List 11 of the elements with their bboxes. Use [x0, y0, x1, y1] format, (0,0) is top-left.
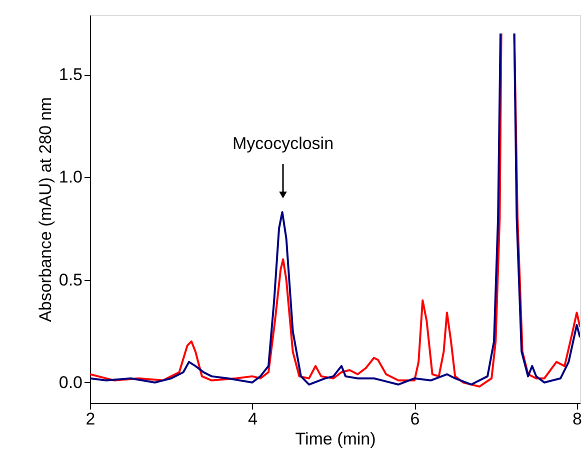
- x-tick-label: 4: [248, 410, 258, 428]
- x-axis-title: Time (min): [295, 430, 376, 448]
- annotation: Mycocyclosin: [232, 134, 334, 153]
- y-tick-label: 0.0: [58, 372, 82, 392]
- y-tick-label: 0.5: [58, 270, 82, 290]
- y-axis-title: Absorbance (mAU) at 280 nm: [36, 97, 55, 322]
- x-tick-label: 8: [572, 410, 582, 428]
- x-tick-label: 2: [86, 410, 96, 428]
- y-tick-label: 1.0: [58, 168, 82, 187]
- y-tick-label: 1.5: [58, 65, 82, 84]
- x-tick-label: 6: [410, 410, 420, 428]
